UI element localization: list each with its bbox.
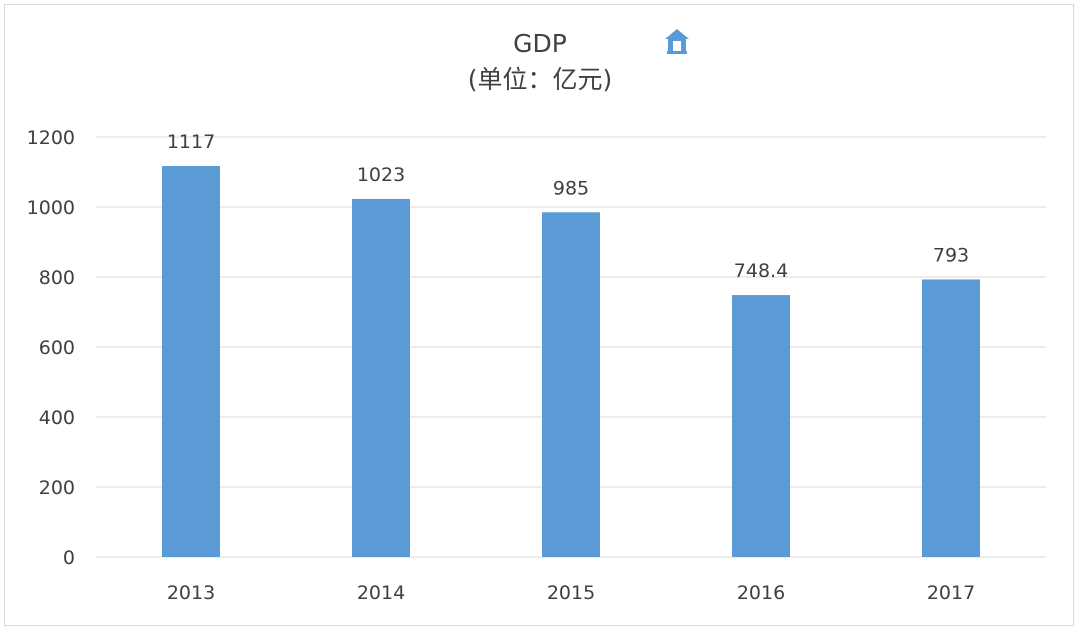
bar bbox=[162, 166, 220, 558]
chart-subtitle: (单位：亿元) bbox=[467, 65, 613, 94]
x-tick-label: 2015 bbox=[547, 582, 595, 604]
x-tick-label: 2017 bbox=[927, 582, 975, 604]
chart-title: GDP bbox=[513, 29, 567, 58]
y-tick-label: 1000 bbox=[27, 197, 75, 219]
y-tick-label: 400 bbox=[39, 407, 75, 429]
x-tick-label: 2016 bbox=[737, 582, 785, 604]
data-label: 1117 bbox=[167, 131, 215, 153]
y-axis-ticks: 0 200 400 600 800 1000 1200 bbox=[27, 127, 75, 569]
data-label: 793 bbox=[933, 244, 969, 266]
y-tick-label: 1200 bbox=[27, 127, 75, 149]
data-label: 748.4 bbox=[734, 260, 788, 282]
bar bbox=[352, 198, 410, 557]
data-label: 1023 bbox=[357, 164, 405, 186]
data-label: 985 bbox=[553, 177, 589, 199]
chart-title-block: GDP (单位：亿元) bbox=[0, 26, 1080, 98]
y-tick-label: 0 bbox=[63, 547, 75, 569]
x-axis-ticks: 2013 2014 2015 2016 2017 bbox=[167, 582, 975, 604]
bar bbox=[542, 212, 600, 557]
y-tick-label: 200 bbox=[39, 477, 75, 499]
y-tick-label: 600 bbox=[39, 337, 75, 359]
home-icon bbox=[665, 29, 689, 54]
x-tick-label: 2014 bbox=[357, 582, 405, 604]
bar bbox=[732, 295, 790, 557]
bar bbox=[922, 279, 980, 557]
bars bbox=[162, 166, 980, 558]
y-tick-label: 800 bbox=[39, 267, 75, 289]
x-tick-label: 2013 bbox=[167, 582, 215, 604]
data-labels: 1117 1023 985 748.4 793 bbox=[167, 131, 969, 282]
